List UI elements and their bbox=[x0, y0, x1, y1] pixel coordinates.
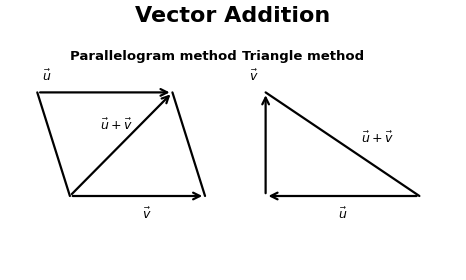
Text: Triangle method: Triangle method bbox=[242, 50, 364, 63]
Text: Vector Addition: Vector Addition bbox=[136, 6, 330, 25]
Text: $\vec{u}+\vec{v}$: $\vec{u}+\vec{v}$ bbox=[361, 131, 394, 146]
Text: Parallelogram method: Parallelogram method bbox=[70, 50, 237, 63]
Text: $\vec{u}$: $\vec{u}$ bbox=[338, 207, 347, 223]
Text: $\vec{u}+\vec{v}$: $\vec{u}+\vec{v}$ bbox=[100, 118, 133, 133]
Text: $\vec{v}$: $\vec{v}$ bbox=[249, 69, 259, 84]
Text: $\vec{v}$: $\vec{v}$ bbox=[142, 207, 151, 223]
Text: $\vec{u}$: $\vec{u}$ bbox=[42, 69, 51, 84]
